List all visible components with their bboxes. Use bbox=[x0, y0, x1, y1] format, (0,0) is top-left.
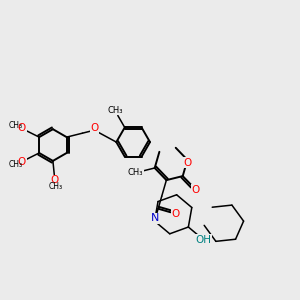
Text: O: O bbox=[183, 158, 191, 168]
Text: CH₃: CH₃ bbox=[9, 121, 23, 130]
Text: CH₃: CH₃ bbox=[107, 106, 123, 115]
Text: N: N bbox=[150, 213, 159, 223]
Text: CH₃: CH₃ bbox=[9, 160, 23, 169]
Text: O: O bbox=[171, 208, 179, 219]
Text: O: O bbox=[18, 124, 26, 134]
Text: O: O bbox=[192, 185, 200, 195]
Text: O: O bbox=[90, 123, 98, 133]
Text: N: N bbox=[150, 213, 159, 223]
Text: O: O bbox=[18, 157, 26, 166]
Text: OH: OH bbox=[196, 235, 211, 245]
Text: CH₃: CH₃ bbox=[48, 182, 62, 191]
Text: O: O bbox=[51, 175, 59, 185]
Text: CH₃: CH₃ bbox=[128, 168, 143, 177]
